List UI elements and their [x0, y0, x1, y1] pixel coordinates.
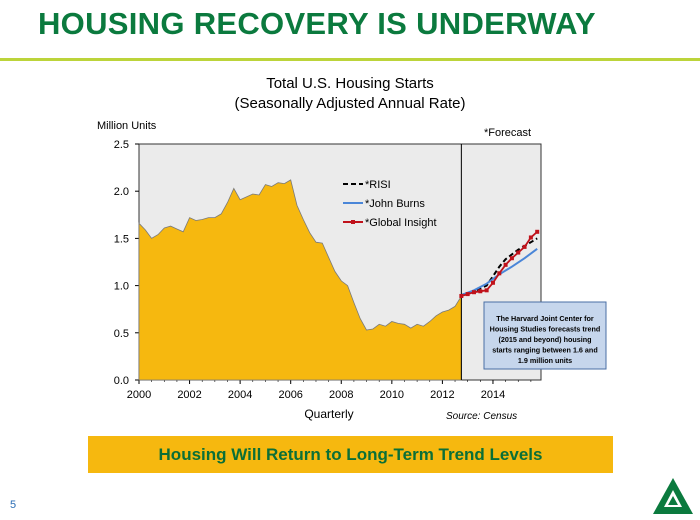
x-tick-label: 2012 [430, 389, 454, 401]
x-tick-label: 2004 [228, 389, 252, 401]
legend-label: *Global Insight [365, 217, 437, 229]
page-number: 5 [10, 499, 17, 511]
series-marker [535, 229, 540, 234]
series-marker [478, 289, 483, 294]
slide-title: HOUSING RECOVERY IS UNDERWAY [38, 6, 596, 41]
y-tick-label: 1.0 [114, 281, 129, 293]
y-tick-label: 2.5 [114, 139, 129, 151]
series-marker [484, 288, 489, 293]
chart-subtitle: (Seasonally Adjusted Annual Rate) [234, 95, 466, 112]
title-divider [0, 58, 700, 61]
forecast-note: The Harvard Joint Center for Housing Stud… [490, 314, 601, 365]
series-marker [490, 280, 495, 285]
series-marker [509, 256, 514, 261]
legend-marker [351, 220, 355, 224]
housing-starts-chart: 0.0 0.5 1.0 1.5 2.0 2.5 2000 2002 2004 2006 2008 20… [97, 120, 607, 422]
forecast-note-box [483, 301, 607, 370]
y-tick-label: 1.5 [114, 233, 129, 245]
housing-starts-area [138, 179, 462, 381]
y-tick-label: 0.0 [114, 375, 129, 387]
series-marker [459, 293, 464, 298]
x-axis-label: Quarterly [304, 407, 353, 421]
series-marker [497, 271, 502, 276]
x-tick-label: 2010 [380, 389, 404, 401]
series-marker [472, 290, 476, 295]
takeaway-banner: Housing Will Return to Long-Term Trend L… [88, 436, 613, 473]
forecast-label: *Forecast [484, 127, 531, 139]
x-tick-label: 2000 [127, 389, 151, 401]
series-marker [528, 235, 533, 240]
y-tick-label: 0.5 [114, 328, 129, 340]
legend-label: *John Burns [365, 198, 425, 210]
x-tick-label: 2008 [329, 389, 353, 401]
chart-title: Total U.S. Housing Starts [266, 75, 434, 92]
source-label: Source: Census [446, 411, 517, 422]
x-tick-label: 2006 [278, 389, 302, 401]
series-marker [522, 244, 527, 249]
y-tick-label: 2.0 [114, 186, 129, 198]
series-marker [516, 250, 521, 255]
series-marker [503, 262, 508, 267]
company-logo-icon [653, 478, 693, 514]
y-axis-label: Million Units [97, 120, 157, 132]
x-tick-label: 2014 [481, 389, 505, 401]
x-tick-label: 2002 [177, 389, 201, 401]
series-marker [465, 292, 470, 297]
legend-label: *RISI [365, 179, 391, 191]
